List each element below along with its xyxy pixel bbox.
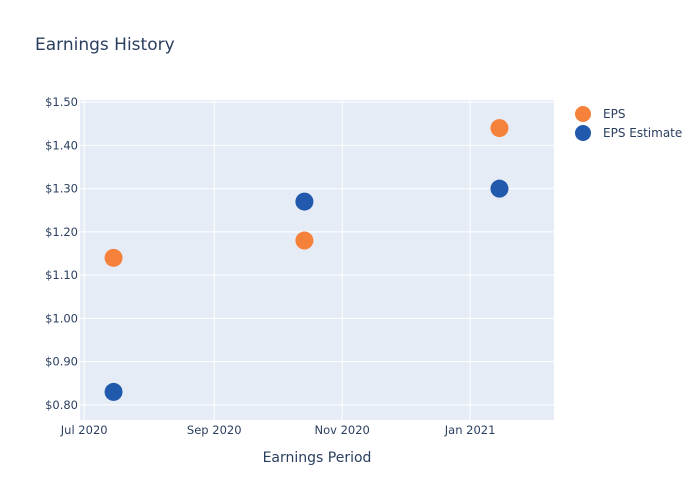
eps-point (104, 248, 123, 267)
plot-area (80, 100, 554, 420)
legend-marker-eps (575, 106, 591, 122)
y-tick-label: $1.30 (45, 182, 78, 196)
y-axis-ticks: $0.80 $0.90 $1.00 $1.10 $1.20 $1.30 $1.40 $1.50 (45, 95, 78, 412)
y-tick-label: $1.40 (45, 138, 78, 152)
data-points (104, 119, 509, 401)
y-tick-label: $1.20 (45, 225, 78, 239)
y-tick-label: $0.90 (45, 355, 78, 369)
x-tick-label: Sep 2020 (187, 423, 242, 437)
y-tick-label: $0.80 (45, 398, 78, 412)
x-tick-label: Jul 2020 (60, 423, 108, 437)
legend: EPS EPS Estimate (575, 106, 682, 141)
eps-estimate-point (104, 382, 123, 401)
y-tick-label: $1.50 (45, 95, 78, 109)
eps-estimate-point (490, 179, 509, 198)
legend-label-eps-estimate: EPS Estimate (603, 126, 682, 140)
chart-title: Earnings History (35, 35, 175, 55)
y-tick-label: $1.00 (45, 311, 78, 325)
y-tick-label: $1.10 (45, 268, 78, 282)
eps-point (295, 231, 314, 250)
grid (80, 100, 554, 420)
legend-label-eps: EPS (603, 107, 625, 121)
eps-estimate-point (295, 192, 314, 211)
x-tick-label: Jan 2021 (444, 423, 496, 437)
x-tick-label: Nov 2020 (314, 423, 369, 437)
x-axis-title: Earnings Period (263, 450, 372, 466)
x-axis-ticks: Jul 2020 Sep 2020 Nov 2020 Jan 2021 (60, 423, 496, 437)
eps-point (490, 119, 509, 138)
legend-marker-eps-estimate (575, 125, 591, 141)
